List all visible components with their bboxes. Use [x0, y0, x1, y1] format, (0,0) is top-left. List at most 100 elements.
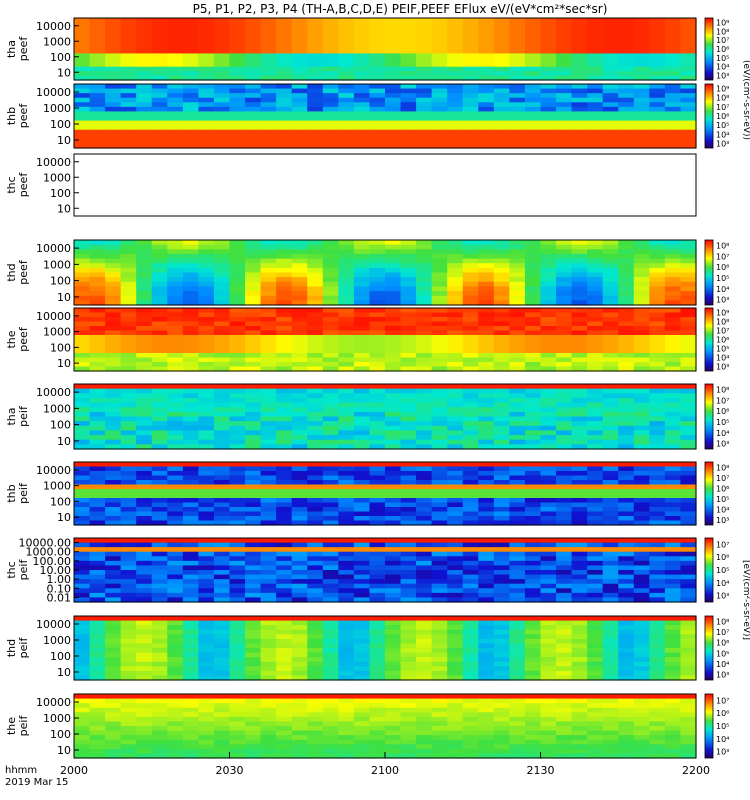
heatmap-cell — [618, 592, 635, 599]
heatmap-cell — [307, 502, 324, 508]
heatmap-cell — [167, 507, 184, 513]
heatmap-cell — [540, 53, 557, 59]
heatmap-cell — [74, 330, 91, 336]
heatmap-cell — [524, 272, 542, 278]
heatmap-cell — [276, 330, 293, 336]
heatmap-cell — [167, 402, 184, 408]
heatmap-cell — [493, 643, 510, 649]
ytick-label: 10 — [57, 66, 71, 79]
heatmap-cell — [213, 730, 231, 736]
heatmap-cell — [602, 291, 619, 297]
heatmap-cell — [198, 629, 215, 635]
heatmap-cell — [182, 556, 199, 562]
heatmap-cell — [618, 439, 635, 445]
heatmap-cell — [369, 735, 386, 741]
heatmap-cell — [198, 263, 215, 269]
heatmap-cell — [136, 272, 153, 278]
heatmap-cell — [602, 129, 619, 135]
heatmap-cell — [369, 308, 386, 314]
heatmap-cell — [182, 326, 199, 332]
heatmap-cell — [649, 353, 666, 359]
heatmap-cell — [338, 384, 355, 390]
heatmap-cell — [540, 88, 557, 94]
heatmap-cell — [587, 489, 604, 495]
heatmap-cell — [556, 407, 573, 413]
heatmap-cell — [602, 384, 619, 390]
heatmap-cell — [353, 435, 371, 441]
heatmap-cell — [198, 670, 215, 677]
heatmap-cell — [291, 125, 308, 131]
heatmap-cell — [198, 411, 215, 418]
heatmap-cell — [385, 551, 402, 557]
heatmap-cell — [556, 670, 573, 677]
heatmap-cell — [353, 125, 371, 131]
heatmap-cell — [260, 253, 277, 260]
heatmap-cell — [385, 300, 402, 306]
heatmap-cell — [89, 666, 106, 672]
heatmap-cell — [509, 502, 526, 508]
heatmap-cell — [89, 125, 106, 131]
heatmap-cell — [664, 326, 682, 332]
heatmap-cell — [649, 258, 666, 264]
heatmap-cell — [587, 556, 604, 562]
heatmap-cell — [587, 583, 604, 589]
heatmap-cell — [400, 475, 417, 481]
heatmap-cell — [602, 326, 619, 332]
heatmap-cell — [493, 357, 510, 363]
heatmap-cell — [307, 348, 324, 354]
heatmap-cell — [649, 57, 666, 63]
heatmap-cell — [416, 730, 433, 736]
heatmap-cell — [431, 507, 448, 513]
heatmap-cell — [385, 57, 402, 63]
heatmap-cell — [291, 357, 308, 363]
heatmap-cell — [431, 88, 448, 94]
heatmap-cell — [680, 57, 697, 63]
heatmap-cell — [260, 53, 277, 59]
heatmap-cell — [524, 388, 542, 394]
heatmap-cell — [556, 102, 573, 108]
heatmap-cell — [680, 574, 697, 580]
heatmap-cell — [431, 616, 448, 622]
heatmap-cell — [431, 444, 448, 450]
heatmap-cell — [478, 116, 495, 122]
colorbar-tick-label: 10⁶ — [716, 336, 729, 345]
heatmap-cell — [260, 263, 277, 269]
heatmap-cell — [105, 348, 122, 354]
heatmap-cell — [556, 143, 573, 149]
ytick-label: 10 — [57, 202, 71, 215]
heatmap-cell — [89, 106, 106, 113]
heatmap-cell — [602, 520, 619, 526]
heatmap-cell — [369, 716, 386, 723]
heatmap-cell — [229, 22, 246, 28]
heatmap-cell — [493, 425, 510, 432]
heatmap-cell — [478, 106, 495, 113]
heatmap-cell — [431, 620, 448, 626]
heatmap-cell — [229, 661, 246, 667]
heatmap-cell — [245, 308, 262, 314]
heatmap-cell — [151, 498, 168, 504]
heatmap-cell — [353, 66, 371, 72]
heatmap-cell — [664, 620, 682, 626]
heatmap-cell — [353, 444, 371, 450]
heatmap-cell — [120, 88, 137, 94]
heatmap-cell — [649, 439, 666, 445]
heatmap-cell — [213, 462, 231, 468]
heatmap-cell — [571, 300, 588, 306]
heatmap-cell — [540, 93, 557, 99]
heatmap-cell — [602, 244, 619, 250]
heatmap-cell — [338, 402, 355, 408]
heatmap-cell — [198, 120, 215, 126]
heatmap-cell — [385, 739, 402, 745]
heatmap-cell — [478, 393, 495, 399]
heatmap-cell — [182, 675, 199, 681]
heatmap-cell — [307, 748, 324, 755]
heatmap-cell — [120, 411, 137, 418]
heatmap-cell — [105, 106, 122, 113]
heatmap-cell — [385, 565, 402, 571]
heatmap-cell — [229, 402, 246, 408]
heatmap-cell — [151, 267, 168, 274]
heatmap-cell — [291, 507, 308, 513]
heatmap-cell — [571, 588, 588, 594]
heatmap-cell — [447, 425, 464, 432]
heatmap-cell — [260, 348, 277, 354]
